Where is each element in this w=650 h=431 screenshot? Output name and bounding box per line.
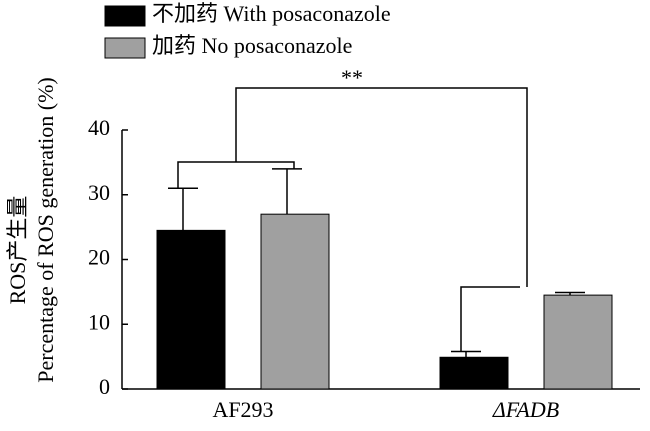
bar (543, 294, 613, 390)
bracket (235, 87, 528, 287)
bar (156, 229, 226, 390)
bar (439, 356, 509, 390)
bracket (177, 161, 295, 189)
significance-label: ** (341, 65, 363, 90)
legend-swatch (104, 37, 146, 59)
y-tick-label: 20 (88, 245, 110, 270)
y-tick-label: 10 (88, 309, 110, 334)
y-axis-label: Percentage of ROS generation (%) (33, 77, 58, 382)
legend-label: 不加药 With posaconazole (152, 1, 391, 26)
bracket (460, 286, 520, 352)
y-axis-label: ROS产生量 (5, 196, 30, 305)
x-tick-label: AF293 (212, 397, 273, 422)
bar (260, 213, 330, 390)
y-tick-label: 0 (99, 374, 110, 399)
legend-label: 加药 No posaconazole (152, 33, 352, 58)
y-tick-label: 30 (88, 180, 110, 205)
legend-swatch (104, 5, 146, 27)
x-tick-label: ΔFADB (492, 397, 559, 422)
y-tick-label: 40 (88, 115, 110, 140)
